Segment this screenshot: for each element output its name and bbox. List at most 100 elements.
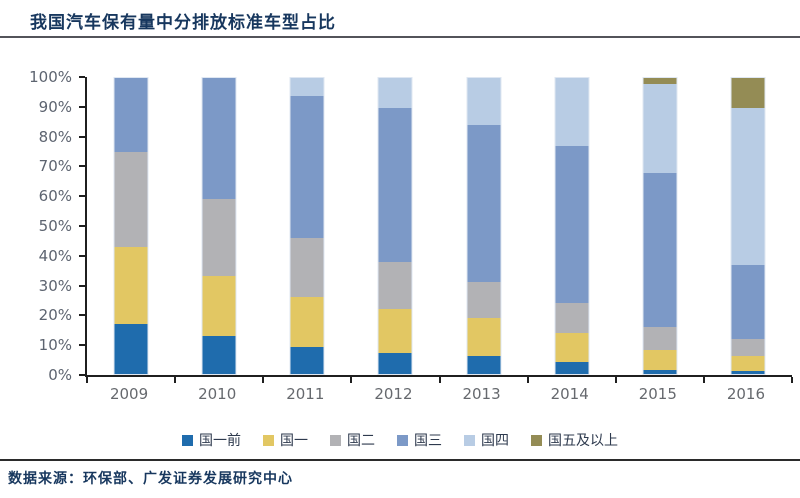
x-tick: [791, 377, 793, 383]
title-divider: [0, 36, 800, 38]
stacked-bar: [113, 77, 149, 375]
x-tick: [350, 377, 353, 383]
legend-item: 国一: [263, 430, 308, 450]
stacked-bar: [289, 77, 325, 375]
y-tick-label: 90%: [38, 97, 72, 116]
bar-segment: [467, 282, 501, 318]
footer-divider: [0, 459, 800, 461]
stacked-bar: [201, 77, 237, 375]
legend-label: 国四: [481, 433, 509, 449]
y-tick: [79, 314, 85, 317]
legend-label: 国三: [414, 433, 442, 449]
x-tick: [614, 377, 617, 383]
bar-column-2016: [704, 77, 792, 375]
bar-column-2013: [440, 77, 528, 375]
bar-segment: [731, 356, 765, 372]
x-tick-label: 2012: [374, 385, 413, 403]
bar-column-2012: [351, 77, 439, 375]
x-tick: [526, 377, 529, 383]
bar-segment: [290, 78, 324, 96]
legend-item: 国四: [464, 430, 509, 450]
stacked-bar: [554, 77, 590, 375]
x-tick-label: 2010: [198, 385, 237, 403]
legend-swatch: [182, 434, 193, 446]
bar-segment: [202, 335, 236, 374]
y-tick: [79, 284, 85, 287]
bar-segment: [202, 78, 236, 200]
bar-column-2009: [87, 77, 175, 375]
y-tick: [79, 76, 85, 78]
legend-label: 国一: [280, 433, 308, 449]
bar-segment: [290, 237, 324, 298]
legend-label: 国五及以上: [548, 433, 618, 449]
y-tick-label: 50%: [38, 217, 72, 235]
legend-swatch: [263, 434, 274, 446]
bar-segment: [731, 264, 765, 339]
x-tick-label: 2016: [726, 385, 766, 403]
legend-label: 国二: [347, 433, 375, 449]
x-tick-label: 2015: [638, 385, 677, 403]
y-tick: [79, 195, 85, 198]
y-tick: [79, 344, 85, 347]
y-tick-label: 10%: [38, 336, 72, 355]
bar-segment: [378, 78, 412, 108]
bar-column-2015: [616, 77, 704, 375]
bar-column-2014: [528, 77, 616, 375]
stacked-bar: [377, 77, 413, 375]
bar-segment: [114, 246, 148, 324]
legend-item: 国五及以上: [531, 430, 618, 450]
bar-segment: [467, 78, 501, 126]
y-tick: [79, 225, 85, 227]
bar-segment: [467, 125, 501, 283]
bar-segment: [467, 356, 501, 374]
legend-item: 国二: [330, 430, 375, 450]
page-title: 我国汽车保有量中分排放标准车型占比: [30, 13, 336, 33]
y-tick: [79, 374, 85, 376]
bar-segment: [378, 353, 412, 374]
y-axis-labels: 100% 90% 80% 70% 60% 50% 40% 30% 20% 10% 0%: [0, 68, 78, 384]
bar-segment: [290, 347, 324, 374]
legend-swatch: [464, 434, 475, 446]
x-tick-label: 2009: [109, 385, 149, 403]
bar-segment: [731, 107, 765, 265]
bar-segment: [731, 78, 765, 108]
bar-segment: [378, 107, 412, 262]
y-tick: [79, 165, 85, 168]
y-tick-label: 30%: [38, 276, 72, 295]
x-tick-label: 2013: [462, 385, 501, 403]
legend: 国一前 国一 国二 国三 国四 国五及以上: [0, 430, 800, 450]
y-tick-label: 0%: [48, 366, 72, 384]
x-tick-label: 2014: [550, 385, 589, 403]
y-tick-label: 70%: [38, 157, 72, 176]
bar-segment: [290, 95, 324, 238]
y-tick-label: 80%: [38, 127, 72, 146]
x-tick: [438, 377, 441, 383]
bar-segment: [643, 350, 677, 370]
bar-segment: [555, 78, 589, 147]
bar-segment: [202, 276, 236, 336]
y-tick: [79, 254, 85, 257]
bar-segment: [555, 362, 589, 374]
bar-column-2010: [175, 77, 263, 375]
y-tick: [79, 105, 85, 108]
bar-segment: [643, 172, 677, 327]
bar-segment: [555, 146, 589, 303]
x-axis-labels: 2009 2010 2011 2012 2013 2014 2015 2016: [85, 385, 790, 403]
stacked-bar: [466, 77, 502, 375]
bar-segment: [643, 83, 677, 173]
y-tick: [79, 135, 85, 138]
y-tick-label: 100%: [29, 68, 72, 86]
x-tick: [174, 377, 177, 383]
bar-segment: [114, 152, 148, 247]
bar-segment: [114, 78, 148, 153]
bar-segment: [378, 261, 412, 309]
legend-item: 国一前: [182, 430, 241, 450]
x-tick-label: 2011: [286, 385, 325, 403]
legend-swatch: [330, 434, 341, 446]
bars: [87, 77, 792, 375]
bar-segment: [555, 332, 589, 363]
stacked-bar: [730, 77, 766, 375]
legend-swatch: [531, 434, 542, 446]
bar-segment: [202, 199, 236, 277]
x-tick: [86, 377, 88, 383]
